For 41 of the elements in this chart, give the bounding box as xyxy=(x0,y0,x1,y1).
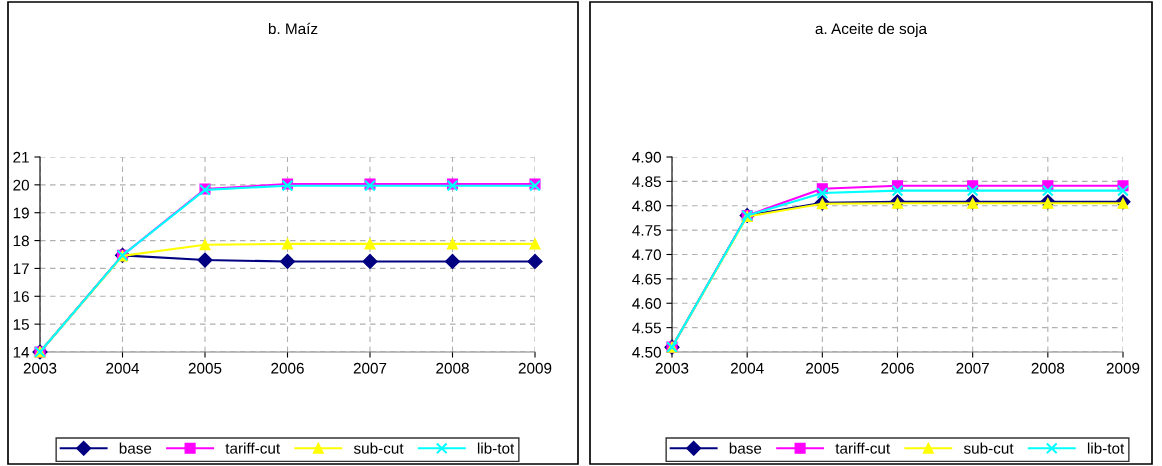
y-tick-label: 4.80 xyxy=(632,200,661,212)
x-tick-label: 2005 xyxy=(188,362,222,374)
legend-label: sub-cut xyxy=(353,442,404,454)
x-tick-label: 2007 xyxy=(353,362,387,374)
x-tick-label: 2005 xyxy=(806,362,839,374)
x-tick-label: 2008 xyxy=(436,362,469,374)
y-tick-label: 16 xyxy=(13,291,29,302)
x-tick-label: 2004 xyxy=(106,362,140,374)
y-tick-label: 4.60 xyxy=(632,298,661,309)
legend-label: base xyxy=(729,442,762,454)
y-tick-label: 4.85 xyxy=(632,176,661,188)
legend-label: tariff-cut xyxy=(225,442,281,454)
y-tick-label: 21 xyxy=(13,151,29,163)
y-tick-label: 20 xyxy=(13,179,29,191)
x-tick-label: 2003 xyxy=(23,362,57,374)
legend-label: lib-tot xyxy=(477,442,515,454)
legend-label: sub-cut xyxy=(963,442,1014,454)
y-tick-label: 18 xyxy=(13,235,29,247)
x-tick-label: 2008 xyxy=(1031,362,1065,374)
y-tick-label: 4.50 xyxy=(632,346,661,358)
x-tick-label: 2004 xyxy=(730,362,764,374)
y-tick-label: 19 xyxy=(13,207,29,219)
x-tick-label: 2006 xyxy=(881,362,914,374)
y-tick-label: 4.75 xyxy=(632,225,661,236)
legend-label: lib-tot xyxy=(1087,442,1125,454)
y-tick-label: 4.55 xyxy=(632,322,661,334)
x-tick-label: 2006 xyxy=(271,362,304,374)
y-tick-label: 15 xyxy=(13,319,29,330)
y-tick-label: 17 xyxy=(13,263,29,274)
x-tick-label: 2003 xyxy=(655,362,689,374)
chart-title: a. Aceite de soja xyxy=(815,22,928,38)
y-tick-label: 4.90 xyxy=(632,151,661,163)
x-tick-label: 2007 xyxy=(956,362,989,374)
x-tick-label: 2009 xyxy=(518,362,552,374)
chart-title: b. Maíz xyxy=(268,22,318,35)
y-tick-label: 14 xyxy=(13,347,30,358)
x-tick-label: 2009 xyxy=(1106,362,1140,374)
legend-label: tariff-cut xyxy=(835,442,891,454)
y-tick-label: 4.70 xyxy=(632,249,661,261)
legend-label: base xyxy=(119,442,152,454)
y-tick-label: 4.65 xyxy=(632,273,661,285)
